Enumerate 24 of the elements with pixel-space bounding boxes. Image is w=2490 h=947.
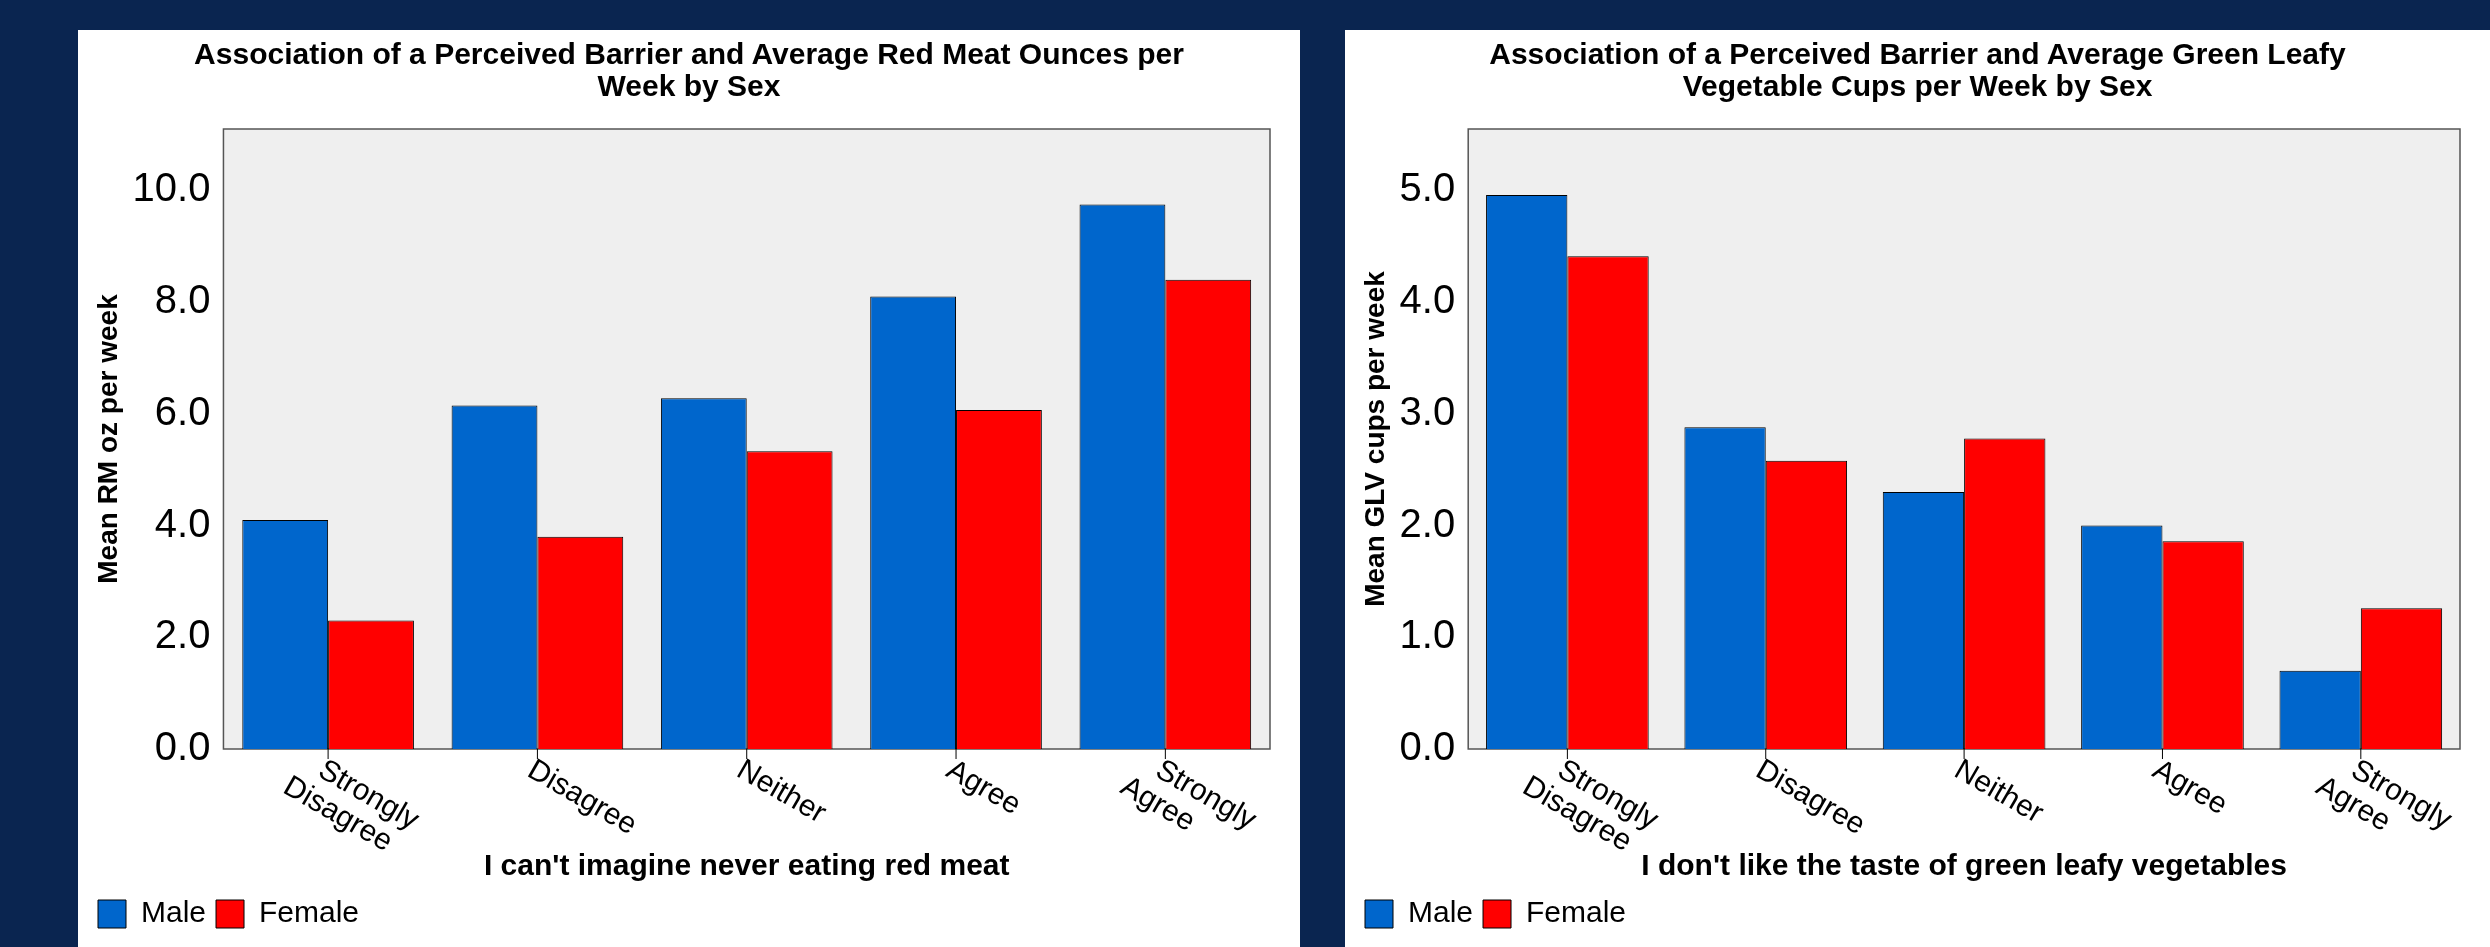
y-tick-label: 2.0: [154, 612, 211, 657]
y-axis-title: Mean RM oz per week: [91, 293, 123, 584]
chart-title: Association of a Perceived Barrier and Average Red Meat Ounces per Week by Sex: [193, 37, 1185, 102]
y-tick-label: 0.0: [1399, 724, 1456, 769]
y-axis-title: Mean GLV cups per week: [1358, 270, 1390, 607]
chart-title: Association of a Perceived Barrier and Average Green Leafy Vegetable Cups per Week by Sex: [1488, 37, 2347, 102]
legend-label: Male: [1408, 895, 1474, 929]
y-tick-label: 0.0: [154, 724, 211, 769]
y-tick-label: 8.0: [154, 277, 211, 322]
y-tick-label: 10.0: [132, 165, 211, 210]
y-tick-label: 2.0: [1399, 500, 1456, 545]
x-axis-title: I don't like the taste of green leafy vegetables: [1641, 848, 2287, 882]
y-tick-label: 1.0: [1399, 612, 1456, 657]
y-tick-label: 6.0: [154, 388, 211, 433]
legend-label: Female: [1526, 895, 1627, 929]
x-axis-title: I can't imagine never eating red meat: [483, 848, 1010, 882]
x-tick-label: Agree: [2147, 751, 2234, 821]
legend-label: Male: [141, 895, 207, 929]
y-tick-label: 5.0: [1399, 165, 1456, 210]
y-tick-label: 4.0: [154, 500, 211, 545]
x-tick-label: Agree: [941, 751, 1028, 821]
y-tick-label: 3.0: [1399, 388, 1456, 433]
y-tick-label: 4.0: [1399, 277, 1456, 322]
legend-label: Female: [259, 895, 360, 929]
